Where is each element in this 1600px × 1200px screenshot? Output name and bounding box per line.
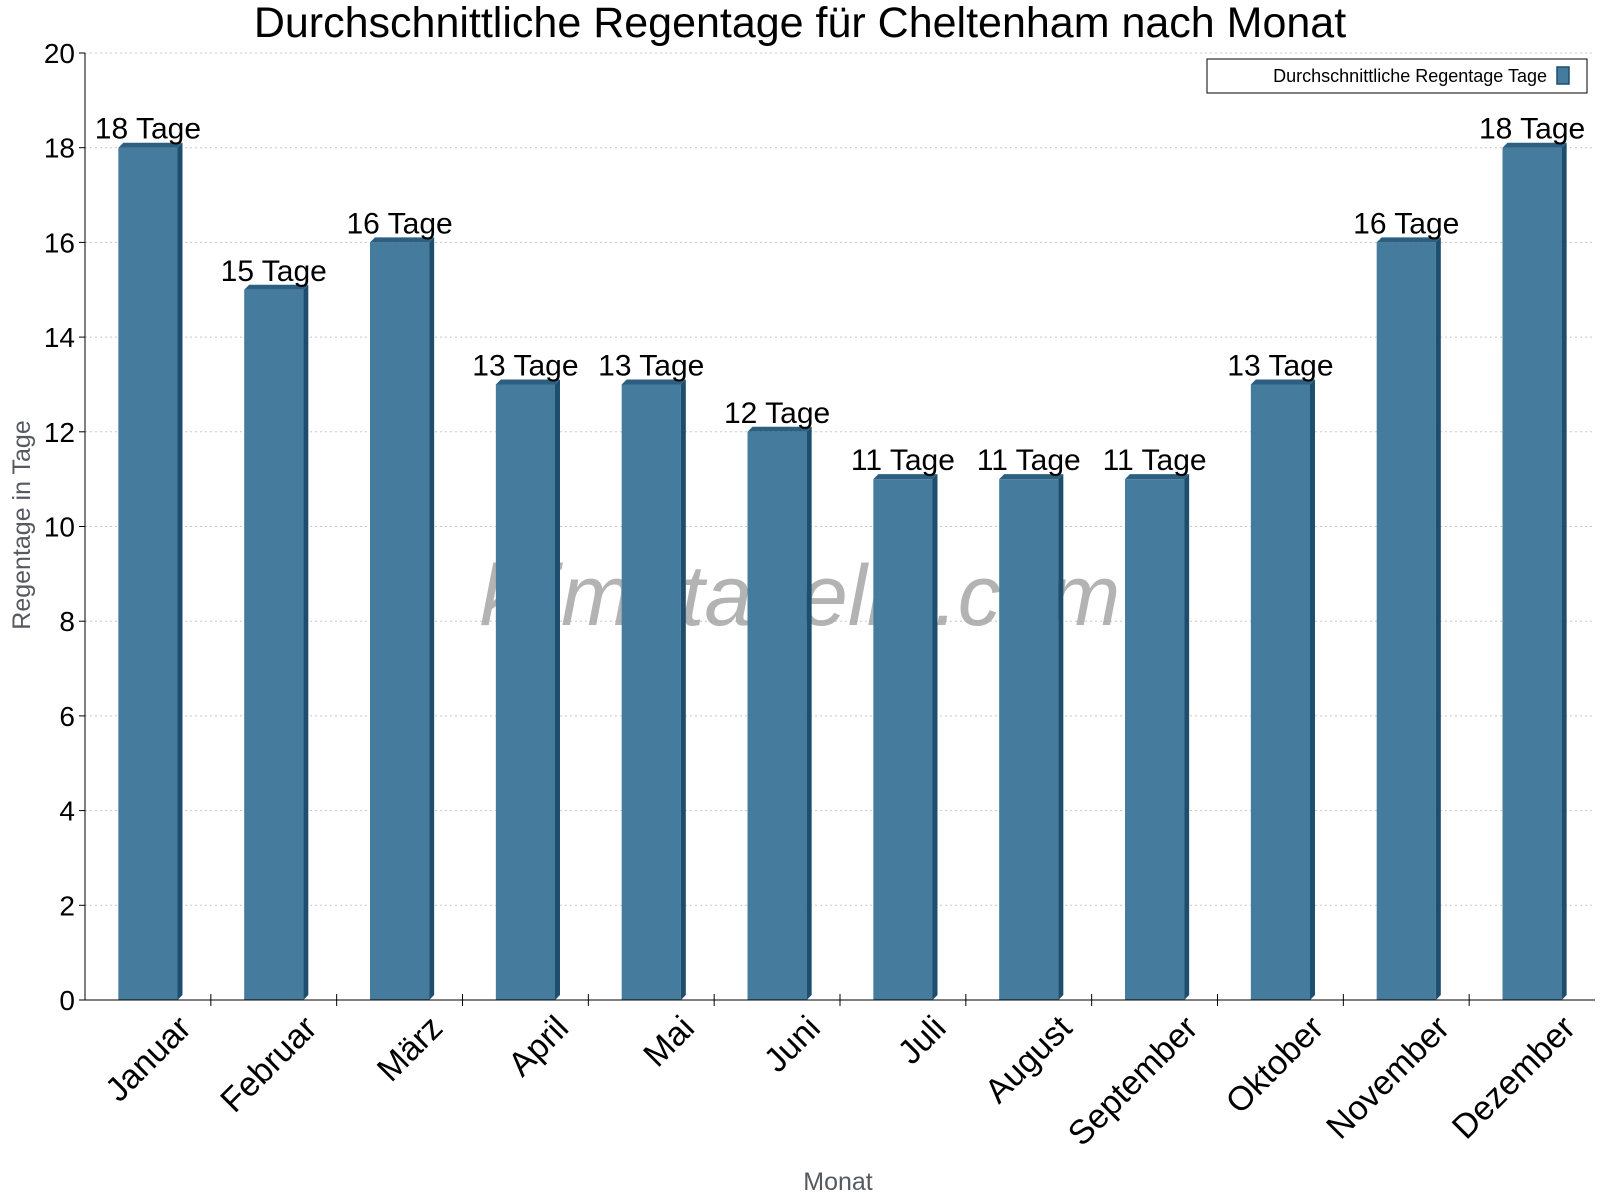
y-axis-label: Regentage in Tage: [8, 420, 36, 629]
data-label: 16 Tage: [1353, 207, 1459, 240]
y-tick-label: 16: [44, 227, 75, 258]
data-label: 18 Tage: [1479, 113, 1585, 146]
bar-top: [370, 237, 435, 243]
x-tick-label: September: [1061, 1009, 1205, 1153]
x-tick-label: Juni: [757, 1009, 828, 1080]
bar: [747, 426, 812, 1000]
y-tick-label: 4: [59, 796, 75, 827]
bar-front: [244, 289, 304, 1000]
bar-side: [177, 142, 183, 1000]
bar-side: [1058, 474, 1064, 1000]
x-tick-label: Juli: [891, 1009, 954, 1072]
data-label: 13 Tage: [1227, 349, 1333, 382]
bar: [621, 379, 686, 1000]
data-label: 13 Tage: [598, 349, 704, 382]
y-tick-label: 8: [59, 606, 75, 637]
bar: [999, 474, 1064, 1000]
bar-side: [806, 426, 812, 1000]
bar-top: [747, 426, 812, 432]
legend: Durchschnittliche Regentage Tage: [1206, 58, 1588, 94]
x-axis-ticks: Januar Februar März April Mai Juni Juli AugustS…: [98, 994, 1583, 1153]
y-tick-label: 12: [44, 417, 75, 448]
gridlines: [85, 52, 1595, 906]
bar-top: [1502, 142, 1567, 148]
bar-top: [621, 379, 686, 385]
data-label: 18 Tage: [95, 113, 201, 146]
bar-top: [873, 474, 938, 480]
bar-front: [1502, 147, 1562, 1000]
value-labels: 18 Tage 15 Tage 16 Tage 13 Tage 13 Tage 12 Ta…: [95, 113, 1585, 477]
bar: [1250, 379, 1315, 1000]
data-label: 11 Tage: [977, 444, 1081, 477]
bar-side: [429, 237, 435, 1000]
bar: [1125, 474, 1190, 1000]
bar-front: [1125, 479, 1185, 1000]
y-tick-label: 14: [44, 322, 75, 353]
y-tick-label: 10: [44, 512, 75, 543]
bar-top: [118, 142, 183, 148]
bar-front: [747, 431, 807, 1000]
legend-label: Durchschnittliche Regentage Tage: [1273, 66, 1547, 86]
bar-front: [873, 479, 933, 1000]
x-tick-label: Februar: [213, 1009, 324, 1120]
x-tick-label: April: [501, 1009, 576, 1084]
y-tick-label: 20: [44, 38, 75, 69]
x-tick-label: Januar: [98, 1009, 198, 1109]
bar-side: [1184, 474, 1190, 1000]
chart-title: Durchschnittliche Regentage für Cheltenh…: [254, 0, 1346, 47]
bar: [118, 142, 183, 1000]
bar: [244, 284, 309, 1000]
bar: [1376, 237, 1441, 1000]
x-tick-label: Dezember: [1445, 1009, 1583, 1147]
bar-side: [1309, 379, 1315, 1000]
bars: [118, 142, 1567, 1000]
legend-swatch: [1556, 66, 1570, 85]
bar: [873, 474, 938, 1000]
bar-front: [621, 384, 681, 1000]
x-tick-label: März: [370, 1009, 450, 1089]
bar-front: [370, 242, 430, 1000]
x-tick-label: November: [1319, 1009, 1457, 1147]
bar-top: [244, 284, 309, 290]
bar-side: [303, 284, 309, 1000]
bar-side: [680, 379, 686, 1000]
y-tick-label: 2: [59, 890, 75, 921]
x-tick-label: August: [978, 1008, 1080, 1110]
bar: [1502, 142, 1567, 1000]
y-tick-label: 0: [59, 985, 75, 1016]
bar-side: [1561, 142, 1567, 1000]
x-axis-label: Monat: [803, 1168, 873, 1196]
bar-front: [1250, 384, 1310, 1000]
bar: [370, 237, 435, 1000]
bar-front: [1376, 242, 1436, 1000]
y-tick-label: 6: [59, 701, 75, 732]
y-axis-ticks: 0 2 4 6 8 10 12 14 16 18 20: [44, 38, 85, 1016]
data-label: 11 Tage: [1103, 444, 1207, 477]
data-label: 13 Tage: [472, 349, 578, 382]
bar-side: [1435, 237, 1441, 1000]
data-label: 11 Tage: [851, 444, 955, 477]
bar: [495, 379, 560, 1000]
bar-side: [554, 379, 560, 1000]
data-label: 15 Tage: [221, 255, 327, 288]
bar-front: [495, 384, 555, 1000]
bar-top: [1125, 474, 1190, 480]
legend-box: [1206, 58, 1588, 94]
bar-front: [999, 479, 1059, 1000]
bar-top: [999, 474, 1064, 480]
bar-top: [1250, 379, 1315, 385]
x-tick-label: Mai: [636, 1009, 702, 1075]
x-tick-label: Oktober: [1219, 1009, 1331, 1121]
bar-top: [495, 379, 560, 385]
bar-front: [118, 147, 178, 1000]
data-label: 16 Tage: [346, 207, 452, 240]
bar-side: [932, 474, 938, 1000]
bar-top: [1376, 237, 1441, 243]
y-tick-label: 18: [44, 133, 75, 164]
data-label: 12 Tage: [724, 397, 830, 430]
